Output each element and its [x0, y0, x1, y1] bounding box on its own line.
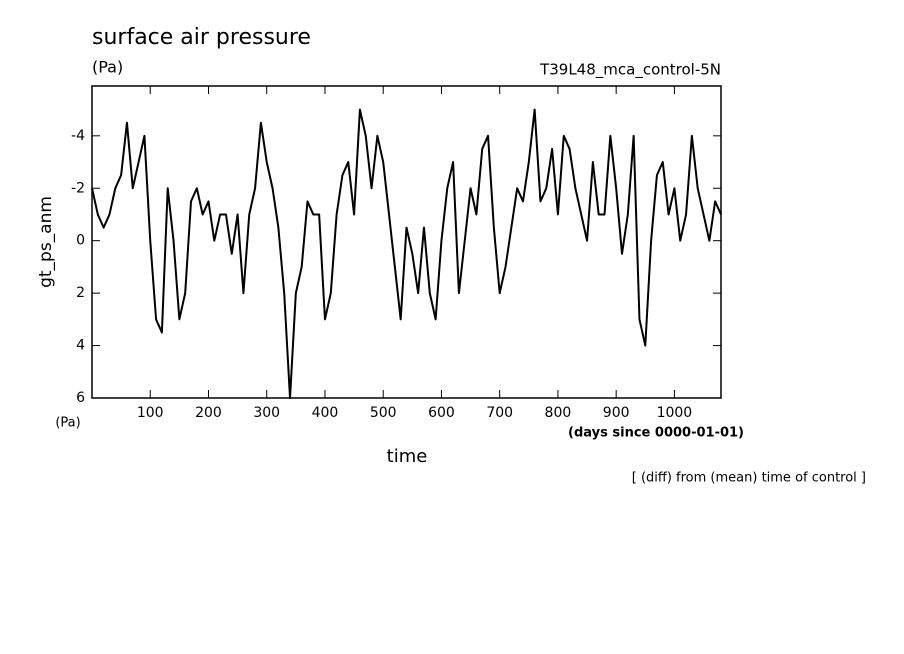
y-tick-label: -4 [71, 128, 85, 144]
note: [ (diff) from (mean) time of control ] [632, 471, 866, 486]
y-tick-label: 4 [76, 338, 85, 354]
x-tick-label: 500 [370, 405, 397, 421]
chart-title: surface air pressure [92, 25, 311, 50]
x-tick-label: 200 [195, 405, 222, 421]
x-tick-label: 600 [428, 405, 455, 421]
data-line [91, 108, 722, 399]
x-axis-label: time [387, 446, 428, 467]
x-tick-label: 100 [137, 405, 164, 421]
y-tick-label: 6 [76, 390, 85, 406]
x-tick-label: 700 [486, 405, 513, 421]
x-tick-label: 300 [253, 405, 280, 421]
y-unit: (Pa) [55, 416, 80, 431]
y-tick-label: 0 [76, 233, 85, 249]
subtitle: T39L48_mca_control-5N [539, 61, 721, 80]
y-axis-label: gt_ps_anm [36, 196, 56, 288]
plot-frame [91, 85, 722, 399]
x-tick-label: 900 [603, 405, 630, 421]
x-tick-label: 800 [545, 405, 572, 421]
y-tick-label: 2 [76, 285, 85, 301]
x-tick-label: 400 [312, 405, 339, 421]
x-unit: (days since 0000-01-01) [568, 426, 744, 441]
x-tick-label: 1000 [657, 405, 693, 421]
y-tick-label: -2 [71, 180, 85, 196]
title-unit: (Pa) [92, 58, 123, 77]
